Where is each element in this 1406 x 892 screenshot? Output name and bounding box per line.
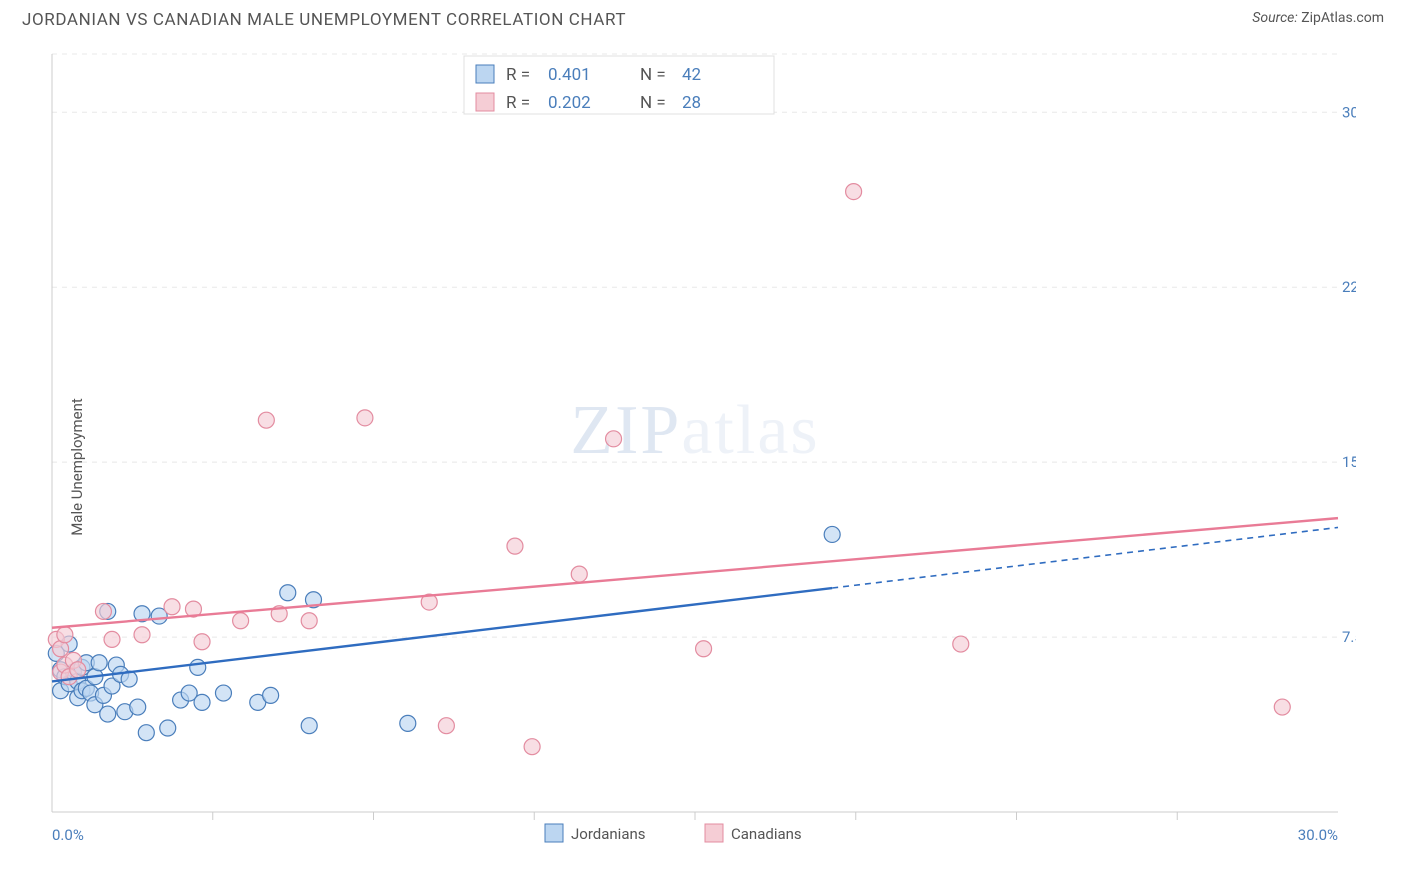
data-point xyxy=(70,662,86,678)
data-point xyxy=(134,627,150,643)
data-point xyxy=(164,599,180,615)
data-point xyxy=(280,585,296,601)
trend-line-extrapolated xyxy=(832,527,1338,588)
data-point xyxy=(846,184,862,200)
legend-n-value: 42 xyxy=(682,65,701,85)
data-point xyxy=(606,431,622,447)
correlation-scatter-chart: ZIPatlas 0.0% 30.0% 7.5% 15.0% 22.5% 30.0% R = 0… xyxy=(0,42,1356,892)
data-point xyxy=(130,699,146,715)
legend-r-value: 0.202 xyxy=(548,93,591,113)
data-point xyxy=(100,706,116,722)
data-point xyxy=(571,566,587,582)
data-point xyxy=(95,603,111,619)
y-tick-label: 15.0% xyxy=(1342,453,1356,471)
data-point xyxy=(696,641,712,657)
legend-swatch xyxy=(476,93,494,111)
data-point xyxy=(233,613,249,629)
data-point xyxy=(438,718,454,734)
data-point xyxy=(400,715,416,731)
source-attribution: Source: ZipAtlas.com xyxy=(1252,10,1384,26)
trend-line xyxy=(52,518,1338,628)
source-value: ZipAtlas.com xyxy=(1301,10,1384,26)
source-label: Source: xyxy=(1252,10,1297,26)
data-point xyxy=(263,687,279,703)
y-axis-label: Male Unemployment xyxy=(68,398,86,536)
data-point xyxy=(104,631,120,647)
data-point xyxy=(524,739,540,755)
legend-swatch xyxy=(476,65,494,83)
legend-series-label: Canadians xyxy=(731,825,802,843)
data-point xyxy=(138,725,154,741)
legend-n-label: N = xyxy=(640,65,666,85)
data-point xyxy=(57,627,73,643)
y-tick-label: 22.5% xyxy=(1342,278,1356,296)
data-point xyxy=(258,412,274,428)
data-point xyxy=(160,720,176,736)
data-point xyxy=(357,410,373,426)
y-tick-label: 7.5% xyxy=(1342,628,1356,646)
watermark: ZIPatlas xyxy=(570,392,819,469)
data-point xyxy=(953,636,969,652)
y-tick-label: 30.0% xyxy=(1342,103,1356,121)
data-point xyxy=(507,538,523,554)
data-point xyxy=(215,685,231,701)
data-point xyxy=(194,634,210,650)
x-tick-label: 30.0% xyxy=(1298,826,1338,844)
data-point xyxy=(194,694,210,710)
data-point xyxy=(91,655,107,671)
legend-swatch xyxy=(545,824,563,842)
legend-swatch xyxy=(705,824,723,842)
x-tick-label: 0.0% xyxy=(52,826,84,844)
data-point xyxy=(824,526,840,542)
legend-series-label: Jordanians xyxy=(571,825,646,843)
data-point xyxy=(190,659,206,675)
data-point xyxy=(1274,699,1290,715)
legend-r-value: 0.401 xyxy=(548,65,591,85)
data-point xyxy=(301,718,317,734)
data-point xyxy=(301,613,317,629)
legend-r-label: R = xyxy=(506,65,530,85)
legend-n-label: N = xyxy=(640,93,666,113)
chart-title: JORDANIAN VS CANADIAN MALE UNEMPLOYMENT … xyxy=(22,10,626,30)
legend-r-label: R = xyxy=(506,93,530,113)
legend-n-value: 28 xyxy=(682,93,701,113)
